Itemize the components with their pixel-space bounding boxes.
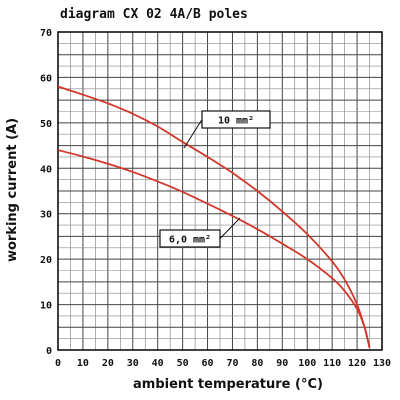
series-line-0	[57, 85, 371, 348]
y-tick-label: 20	[40, 255, 52, 266]
x-tick-label: 130	[373, 358, 391, 369]
y-tick-label: 40	[40, 164, 52, 175]
x-tick-label: 100	[298, 358, 316, 369]
x-tick-label: 70	[226, 358, 238, 369]
x-tick-label: 60	[202, 358, 214, 369]
chart-title: diagram CX 02 4A/B poles	[60, 7, 248, 22]
annotation-label-1: 6,0 mm²	[169, 235, 211, 246]
y-tick-label: 0	[46, 346, 52, 357]
x-tick-label: 30	[127, 358, 139, 369]
grid	[57, 31, 383, 351]
annotation-box-0	[201, 110, 271, 129]
annotations: 10 mm² 6,0 mm²	[159, 110, 271, 248]
series-line-1	[57, 149, 371, 348]
x-tick-label: 90	[276, 358, 288, 369]
x-tick-label: 0	[55, 358, 61, 369]
x-tick-label: 50	[177, 358, 189, 369]
series-lines	[57, 85, 371, 348]
annotation-leader-0	[183, 119, 203, 149]
annotation-leader-1	[219, 217, 241, 239]
x-tick-label: 20	[102, 358, 114, 369]
y-tick-label: 50	[40, 119, 52, 130]
y-tick-label: 70	[40, 28, 52, 39]
y-tick-labels: 0 10 20 30 40 50 60 70	[40, 28, 52, 357]
plot-frame	[57, 31, 383, 351]
y-tick-label: 10	[40, 301, 52, 312]
x-tick-label: 10	[77, 358, 89, 369]
x-tick-labels: 0 10 20 30 40 50 60 70 80 90 100 110 120 130	[55, 358, 391, 369]
x-tick-label: 80	[251, 358, 263, 369]
x-tick-label: 120	[348, 358, 366, 369]
annotation-box-1	[159, 229, 221, 248]
x-tick-label: 110	[323, 358, 341, 369]
y-tick-label: 60	[40, 73, 52, 84]
y-tick-label: 30	[40, 210, 52, 221]
annotation-label-0: 10 mm²	[218, 116, 254, 127]
plot-border	[57, 31, 383, 351]
x-axis-label: ambient temperature (°C)	[133, 377, 323, 392]
y-axis-label: working current (A)	[5, 118, 20, 262]
x-tick-label: 40	[152, 358, 164, 369]
